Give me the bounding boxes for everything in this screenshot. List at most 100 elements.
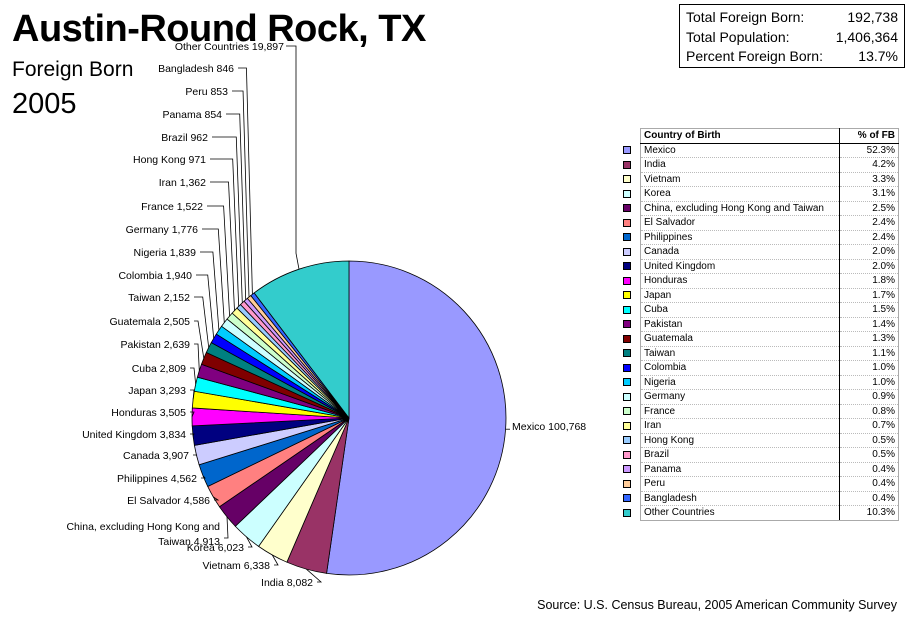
chart-title: Austin-Round Rock, TX [12, 8, 426, 50]
table-row: Philippines 2.4% [620, 230, 899, 245]
table-row: Vietnam 3.3% [620, 172, 899, 187]
table-pct-cell: 2.4% [839, 230, 899, 245]
table-country-cell: Pakistan [640, 317, 840, 332]
leader-line-cuba [190, 367, 197, 385]
leader-line-brazil [212, 136, 243, 303]
pie-label-taiwan: Taiwan 2,152 [128, 292, 190, 304]
legend-swatch-korea [623, 189, 631, 198]
table-swatch-cell [620, 187, 641, 202]
pie-label-mexico: Mexico 100,768 [512, 421, 586, 433]
pie-label-japan: Japan 3,293 [128, 385, 186, 397]
summary-row-percent-foreign-born: Percent Foreign Born: 13.7% [686, 47, 898, 67]
table-country-cell: Cuba [640, 302, 840, 318]
legend-swatch-mexico [623, 146, 631, 155]
legend-swatch-other-countries [623, 508, 631, 517]
legend-swatch-colombia [623, 363, 631, 372]
table-country-cell: France [640, 404, 840, 419]
table-pct-cell: 3.1% [839, 186, 899, 202]
leader-line-iran [210, 181, 235, 311]
legend-swatch-peru [623, 479, 631, 488]
leader-line-united-kingdom [190, 433, 195, 436]
table-swatch-cell [620, 404, 641, 419]
pie-label-china-excluding-hong-kong-and-taiwan: China, excluding Hong Kong and Taiwan 4,9… [66, 521, 220, 548]
table-pct-cell: 1.4% [839, 317, 899, 332]
summary-box: Total Foreign Born: 192,738 Total Popula… [679, 4, 905, 68]
leader-line-germany [202, 228, 225, 323]
table-pct-cell: 52.3% [839, 143, 899, 158]
pie-label-panama: Panama 854 [162, 109, 222, 121]
table-pct-cell: 0.4% [839, 476, 899, 492]
summary-value: 192,738 [847, 9, 898, 25]
legend-swatch-hong-kong [623, 436, 631, 445]
leader-line-guatemala [194, 320, 205, 359]
table-swatch-cell [620, 143, 641, 158]
table-swatch-cell [620, 506, 641, 521]
legend-swatch-japan [623, 291, 631, 300]
leader-line-panama [226, 113, 247, 300]
legend-swatch-vietnam [623, 175, 631, 184]
table-row: Nigeria 1.0% [620, 375, 899, 390]
pie-label-cuba: Cuba 2,809 [132, 363, 186, 375]
table-row: Iran 0.7% [620, 418, 899, 434]
table-row: El Salvador 2.4% [620, 215, 899, 231]
table-pct-cell: 0.5% [839, 433, 899, 448]
leader-line-philippines [201, 475, 206, 479]
table-country-cell: Bangladesh [640, 491, 840, 506]
table-country-cell: Other Countries [640, 505, 840, 521]
pie-label-other-countries: Other Countries 19,897 [175, 41, 284, 53]
table-swatch-cell [620, 172, 641, 187]
table-swatch-cell [620, 375, 641, 390]
table-swatch-cell [620, 361, 641, 376]
table-pct-cell: 1.5% [839, 302, 899, 318]
pie-label-iran: Iran 1,362 [159, 177, 206, 189]
leader-line-china-excluding-hong-kong-and-taiwan [224, 516, 229, 539]
leader-line-hong-kong [210, 158, 240, 307]
pie-label-korea: Korea 6,023 [187, 542, 244, 554]
table-country-cell: Philippines [640, 230, 840, 245]
summary-label: Total Population: [686, 28, 790, 45]
table-row: Brazil 0.5% [620, 447, 899, 463]
table-row: Guatemala 1.3% [620, 331, 899, 347]
table-row: Mexico 52.3% [620, 143, 899, 158]
table-row: United Kingdom 2.0% [620, 259, 899, 274]
table-row: Germany 0.9% [620, 389, 899, 405]
table-country-cell: Panama [640, 462, 840, 477]
leader-line-bangladesh [238, 67, 253, 295]
table-row: Cuba 1.5% [620, 302, 899, 318]
table-header-pct: % of FB [839, 128, 899, 144]
leader-line-taiwan [194, 296, 210, 348]
pie-label-france: France 1,522 [141, 201, 203, 213]
leader-line-honduras [190, 411, 195, 418]
table-row: Bangladesh 0.4% [620, 491, 899, 506]
leader-line-peru [232, 90, 250, 297]
table-row: India 4.2% [620, 157, 899, 173]
table-row: Peru 0.4% [620, 476, 899, 492]
table-pct-cell: 10.3% [839, 505, 899, 521]
leader-line-france [207, 205, 230, 317]
table-country-cell: China, excluding Hong Kong and Taiwan [640, 201, 840, 216]
table-swatch-cell [620, 216, 641, 231]
table-swatch-cell [620, 288, 641, 303]
table-country-cell: Korea [640, 186, 840, 202]
table-country-cell: Peru [640, 476, 840, 492]
leader-line-vietnam [271, 554, 279, 566]
table-pct-cell: 0.7% [839, 418, 899, 434]
summary-row-total-foreign-born: Total Foreign Born: 192,738 [686, 8, 898, 28]
table-country-cell: Japan [640, 288, 840, 303]
table-pct-cell: 4.2% [839, 157, 899, 173]
table-pct-cell: 2.5% [839, 201, 899, 216]
table-country-cell: Taiwan [640, 346, 840, 361]
table-swatch-cell [620, 448, 641, 463]
leader-line-other-countries [286, 45, 300, 270]
table-swatch-cell [620, 433, 641, 448]
table-pct-cell: 0.9% [839, 389, 899, 405]
table-row: Japan 1.7% [620, 288, 899, 303]
table-country-cell: Vietnam [640, 172, 840, 187]
legend-swatch-nigeria [623, 378, 631, 387]
pie-label-hong-kong: Hong Kong 971 [133, 154, 206, 166]
table-country-cell: United Kingdom [640, 259, 840, 274]
pie-label-peru: Peru 853 [185, 86, 228, 98]
table-country-cell: Colombia [640, 360, 840, 376]
table-country-cell: Guatemala [640, 331, 840, 347]
